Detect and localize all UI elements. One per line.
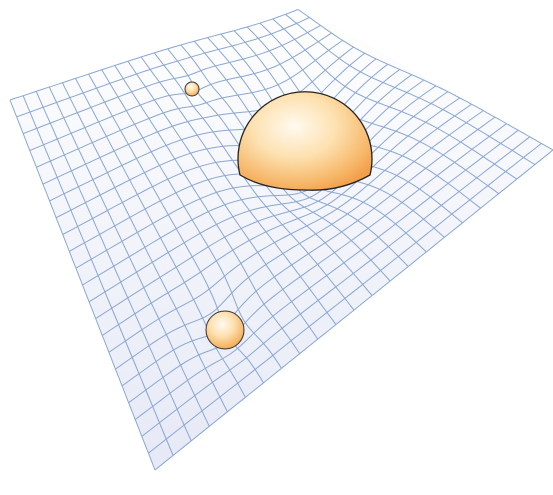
grid-line	[134, 129, 519, 420]
grid-line	[297, 9, 553, 151]
grid-line	[121, 116, 496, 387]
grid-line	[259, 22, 499, 195]
grid-line	[88, 85, 437, 303]
grid-line	[148, 143, 542, 454]
grid-line	[167, 48, 373, 296]
grid-line	[285, 14, 536, 165]
small-planet	[184, 81, 200, 97]
grid-line	[95, 91, 449, 320]
grid-line	[193, 40, 409, 267]
grid-line	[154, 149, 553, 471]
grid-line	[102, 97, 461, 336]
large-sphere	[237, 91, 373, 191]
grid-line	[180, 44, 391, 282]
grid-line	[141, 136, 531, 437]
sheet	[10, 5, 553, 470]
grid-line	[128, 123, 507, 404]
grid-line	[115, 110, 484, 370]
medium-planet	[205, 310, 245, 350]
grid-line	[272, 18, 518, 180]
grid-line	[108, 103, 472, 353]
